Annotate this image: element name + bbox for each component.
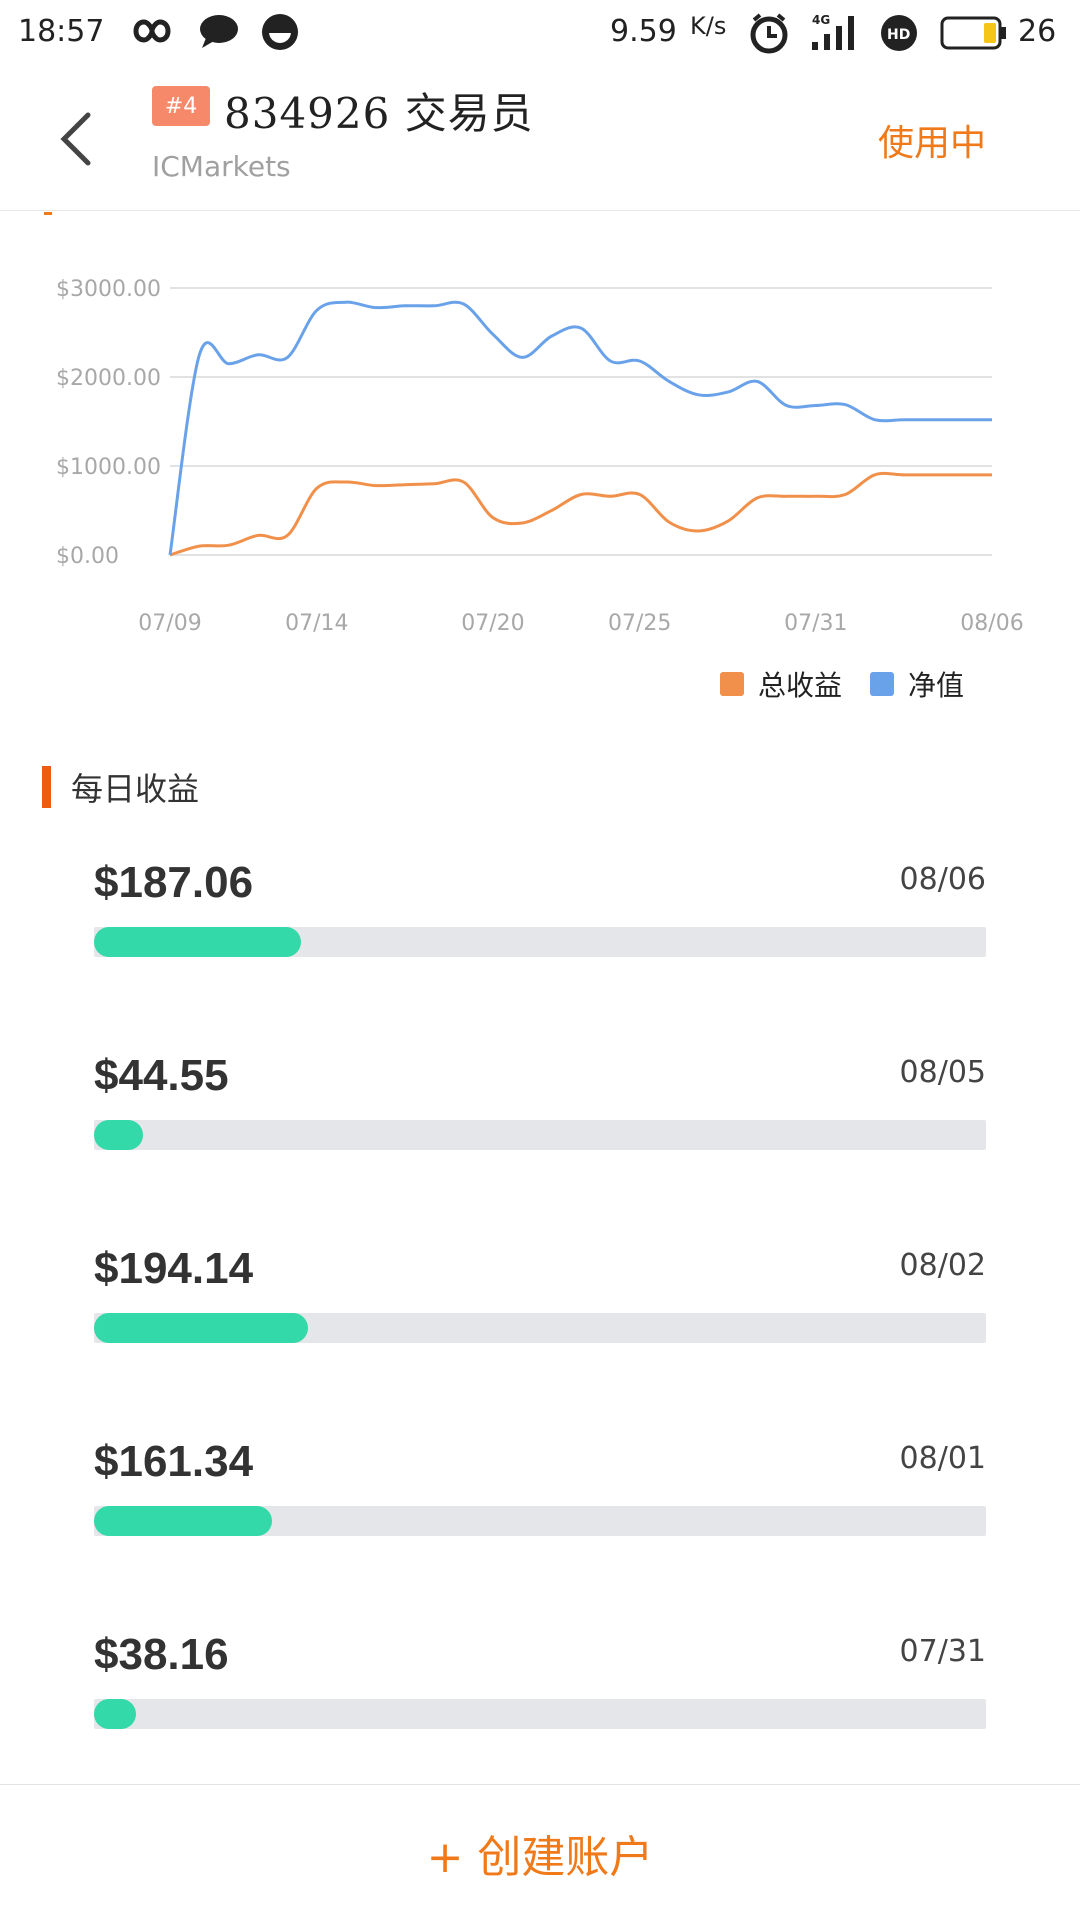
daily-earnings-header: 每日收益 — [42, 766, 199, 808]
broker-name: ICMarkets — [152, 150, 291, 183]
status-time: 18:57 — [18, 14, 105, 49]
x-tick-label: 07/31 — [784, 611, 847, 636]
progress-fill — [94, 1120, 144, 1150]
y-tick-label: $3000.00 — [56, 277, 161, 302]
progress-track — [94, 1120, 986, 1150]
progress-track — [94, 1506, 986, 1536]
progress-fill — [94, 927, 301, 957]
section-accent-bar — [42, 766, 51, 808]
legend-swatch-total — [719, 672, 744, 696]
list-item[interactable]: $187.06 08/06 — [94, 858, 986, 968]
status-bar: 18:57 9.59 K/s 4G HD 26 — [0, 0, 1080, 68]
earning-date: 08/01 — [899, 1441, 986, 1476]
svg-text:4G: 4G — [812, 13, 830, 27]
earning-amount: $194.14 — [94, 1244, 254, 1293]
list-item[interactable]: $38.16 07/31 — [94, 1630, 986, 1740]
battery-level: 26 — [1018, 14, 1057, 49]
battery-icon — [940, 16, 1008, 50]
earning-amount: $187.06 — [94, 858, 254, 907]
progress-track — [94, 1313, 986, 1343]
infinity-icon — [122, 16, 174, 46]
header: #4 834926 交易员 ICMarkets 使用中 — [0, 68, 1080, 211]
legend-label-equity: 净值 — [907, 669, 964, 702]
progress-fill — [94, 1699, 136, 1729]
in-use-status[interactable]: 使用中 — [877, 123, 986, 164]
x-tick-label: 08/06 — [960, 611, 1023, 636]
network-speed-unit: K/s — [690, 12, 727, 40]
y-tick-label: $0.00 — [56, 544, 119, 569]
line-chart: $0.00 $1000.00 $2000.00 $3000.00 07/09 07/14 0… — [56, 277, 1024, 636]
x-tick-label: 07/25 — [608, 611, 671, 636]
signal-4g-icon: 4G — [810, 12, 858, 52]
x-tick-label: 07/09 — [138, 611, 201, 636]
section-title: 每日收益 — [71, 770, 200, 808]
y-tick-label: $1000.00 — [56, 455, 161, 480]
earning-date: 08/02 — [899, 1248, 986, 1283]
progress-fill — [94, 1313, 309, 1343]
progress-fill — [94, 1506, 272, 1536]
earning-amount: $161.34 — [94, 1437, 254, 1486]
legend-item-total: 总收益 — [719, 664, 842, 704]
earning-date: 07/31 — [899, 1634, 986, 1669]
earning-amount: $44.55 — [94, 1051, 229, 1100]
progress-track — [94, 1699, 986, 1729]
section-accent — [44, 212, 52, 215]
list-item[interactable]: $194.14 08/02 — [94, 1244, 986, 1354]
earning-amount: $38.16 — [94, 1630, 229, 1679]
circle-app-icon — [260, 12, 300, 52]
list-item[interactable]: $161.34 08/01 — [94, 1437, 986, 1547]
create-account-button[interactable]: + 创建账户 — [0, 1784, 1080, 1920]
equity-chart: $0.00 $1000.00 $2000.00 $3000.00 07/09 07/14 0… — [0, 212, 1080, 712]
list-item[interactable]: $44.55 08/05 — [94, 1051, 986, 1161]
back-button[interactable] — [48, 104, 104, 174]
earning-date: 08/05 — [899, 1055, 986, 1090]
chart-legend: 总收益 净值 — [719, 664, 964, 704]
account-rank-badge: #4 — [152, 86, 210, 126]
x-tick-label: 07/20 — [461, 611, 524, 636]
progress-track — [94, 927, 986, 957]
chevron-left-icon — [60, 112, 91, 166]
legend-swatch-equity — [869, 672, 894, 696]
hd-icon: HD — [880, 14, 918, 52]
y-tick-label: $2000.00 — [56, 366, 161, 391]
series-line-equity — [168, 300, 992, 556]
x-tick-label: 07/14 — [285, 611, 348, 636]
network-speed: 9.59 — [610, 14, 677, 49]
account-title: 834926 交易员 — [224, 89, 534, 138]
create-account-label: + 创建账户 — [426, 1831, 654, 1883]
chat-bubble-icon — [198, 12, 240, 50]
svg-text:HD: HD — [887, 27, 910, 43]
legend-item-equity: 净值 — [869, 664, 964, 704]
series-line-total-earnings — [169, 471, 992, 557]
legend-label-total: 总收益 — [757, 669, 842, 702]
earning-date: 08/06 — [899, 862, 986, 897]
alarm-icon — [748, 12, 790, 54]
